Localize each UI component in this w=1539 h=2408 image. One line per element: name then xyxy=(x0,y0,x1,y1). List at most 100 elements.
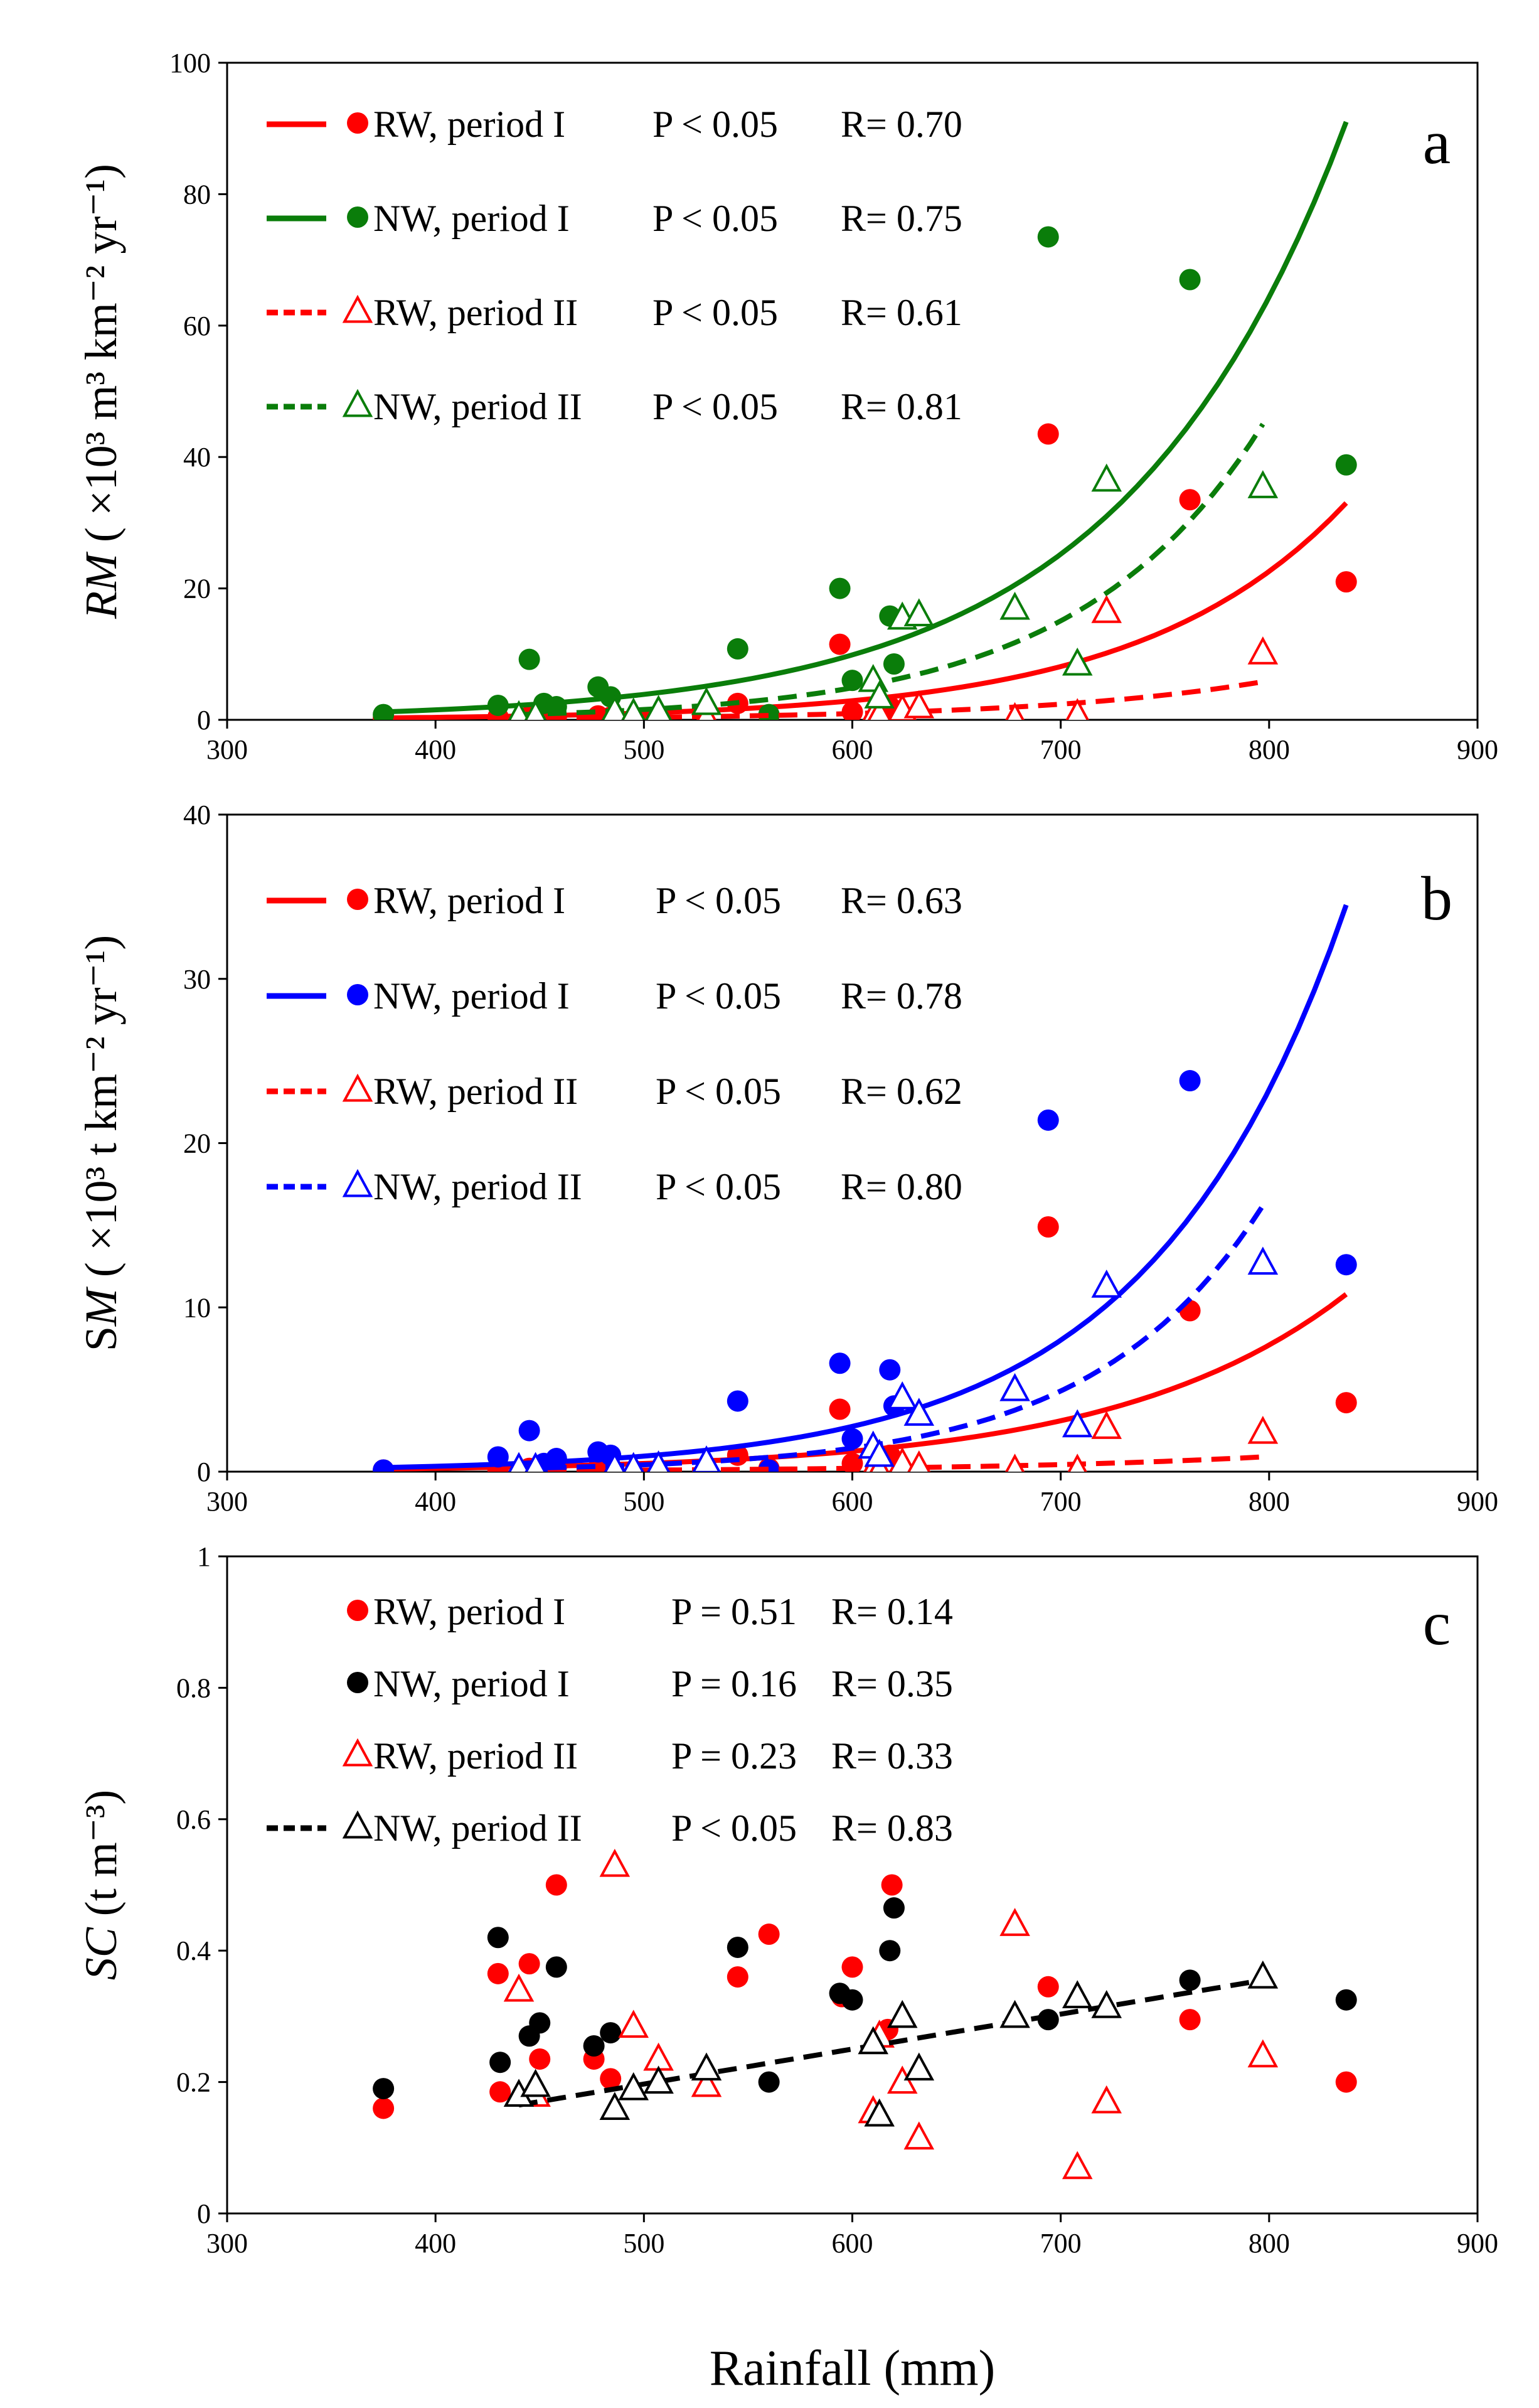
y-tick-label: 0.2 xyxy=(176,2067,211,2098)
legend-series-name: NW, period II xyxy=(373,1166,582,1207)
legend-marker xyxy=(347,1672,368,1693)
legend-p-value: P = 0.23 xyxy=(671,1735,797,1777)
data-point xyxy=(864,2098,895,2127)
data-point xyxy=(489,2052,511,2074)
data-point xyxy=(487,1962,509,1984)
data-point xyxy=(1179,1969,1201,1991)
data-point xyxy=(601,695,628,720)
legend-p-value: P < 0.05 xyxy=(656,975,781,1017)
legend-series-name: RW, period II xyxy=(373,292,578,333)
series-rw-period-ii xyxy=(503,1848,1279,2180)
legend-p-value: P < 0.05 xyxy=(671,1807,797,1849)
data-point xyxy=(1335,454,1357,476)
legend-r-value: R= 0.63 xyxy=(841,880,962,921)
x-tick-label: 400 xyxy=(415,1486,456,1517)
panel-label: b xyxy=(1421,864,1452,933)
data-point xyxy=(618,2072,649,2100)
data-point xyxy=(691,2052,722,2081)
data-point xyxy=(829,1398,851,1420)
legend-series-name: RW, period I xyxy=(373,880,565,921)
data-point xyxy=(999,591,1030,620)
y-tick-label: 40 xyxy=(183,442,211,473)
x-tick-label: 800 xyxy=(1249,734,1290,765)
data-point xyxy=(1335,1254,1357,1276)
data-point xyxy=(691,687,722,715)
data-point xyxy=(841,670,863,692)
x-tick-label: 900 xyxy=(1457,734,1498,765)
y-tick-label: 0 xyxy=(197,705,211,736)
x-tick-label: 600 xyxy=(832,1486,873,1517)
data-point xyxy=(518,1420,540,1442)
x-tick-label: 800 xyxy=(1249,2228,1290,2259)
legend-series-name: RW, period II xyxy=(373,1735,578,1777)
legend-r-value: R= 0.83 xyxy=(831,1807,953,1849)
x-tick-label: 800 xyxy=(1249,1486,1290,1517)
data-point xyxy=(1062,647,1093,676)
legend-r-value: R= 0.81 xyxy=(841,386,962,427)
x-tick-label: 500 xyxy=(623,2228,664,2259)
series-nw-period-ii xyxy=(508,422,1279,720)
legend-series-name: RW, period II xyxy=(373,1071,578,1112)
y-axis-label-italic: SC xyxy=(76,1927,126,1980)
data-point xyxy=(643,2065,674,2094)
legend-marker xyxy=(342,1073,373,1102)
legend-p-value: P = 0.16 xyxy=(671,1663,797,1704)
panel-label: a xyxy=(1423,107,1451,177)
data-point xyxy=(903,690,935,719)
data-point xyxy=(373,704,395,720)
data-point xyxy=(1062,2151,1093,2180)
legend-p-value: P < 0.05 xyxy=(652,386,778,427)
legend-marker xyxy=(347,984,368,1005)
legend-r-value: R= 0.61 xyxy=(841,292,962,333)
x-tick-label: 300 xyxy=(206,2228,248,2259)
data-point xyxy=(489,2081,511,2103)
data-point xyxy=(999,1999,1030,2028)
plot-frame xyxy=(226,1555,1479,2215)
legend-entry: NW, period I P < 0.05 R= 0.78 xyxy=(267,975,962,1017)
data-point xyxy=(508,700,530,720)
legend-entry: RW, period I P < 0.05 R= 0.63 xyxy=(267,880,962,921)
legend-r-value: R= 0.80 xyxy=(841,1166,962,1207)
data-point xyxy=(545,1956,567,1978)
panel-b: 300 400 500 600 700 800 900 0 10 20 30 40 SM ( ×10³ … xyxy=(76,800,1498,1517)
y-tick-label: 10 xyxy=(183,1292,211,1323)
legend-entry: RW, period I P < 0.05 R= 0.70 xyxy=(267,104,962,145)
legend-marker xyxy=(342,1738,373,1767)
y-axis-label-italic: RM xyxy=(76,551,126,619)
legend-series-name: NW, period I xyxy=(373,975,570,1017)
y-tick-label: 80 xyxy=(183,179,211,210)
data-point xyxy=(883,653,905,675)
data-point xyxy=(520,2068,551,2097)
legend-series-name: RW, period I xyxy=(373,104,565,145)
data-point xyxy=(881,1874,903,1896)
series-rw-period-i xyxy=(373,1216,1357,1472)
data-point xyxy=(529,2048,551,2070)
data-point xyxy=(373,1459,395,1472)
legend-p-value: P < 0.05 xyxy=(652,198,778,239)
data-point xyxy=(524,699,547,720)
data-point xyxy=(888,1447,916,1472)
plot-area xyxy=(373,120,1357,720)
data-point xyxy=(867,698,892,720)
y-axis-label-units: ( ×10³ t km⁻² yr⁻¹) xyxy=(76,935,126,1288)
x-tick-label: 700 xyxy=(1040,1486,1082,1517)
legend-p-value: P < 0.05 xyxy=(656,880,781,921)
data-point xyxy=(1037,1109,1059,1131)
data-point xyxy=(903,2121,935,2150)
y-tick-label: 0.4 xyxy=(176,1935,211,1966)
legend-entry: NW, period I P < 0.05 R= 0.75 xyxy=(267,198,962,239)
x-tick-label: 300 xyxy=(206,734,248,765)
y-tick-label: 0.6 xyxy=(176,1804,211,1835)
data-point xyxy=(1179,1070,1201,1092)
legend-series-name: NW, period I xyxy=(373,1663,570,1704)
data-point xyxy=(864,680,895,709)
legend-marker xyxy=(342,1169,373,1197)
y-tick-label: 30 xyxy=(183,964,211,995)
series-nw-period-i xyxy=(373,1897,1357,2100)
y-tick-label: 0.8 xyxy=(176,1672,211,1703)
legend-p-value: P < 0.05 xyxy=(652,104,778,145)
data-point xyxy=(545,1448,567,1470)
data-point xyxy=(1037,226,1059,248)
y-axis-label-units: ( ×10³ m³ km⁻² yr⁻¹) xyxy=(76,164,126,554)
